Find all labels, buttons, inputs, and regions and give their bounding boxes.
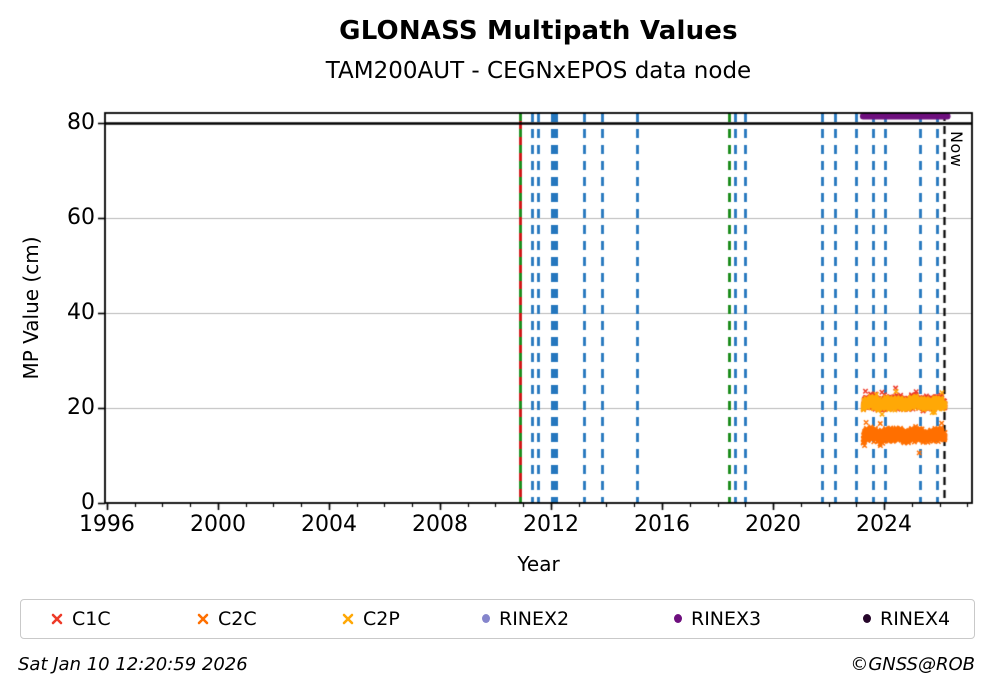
x-tick-label: 2012 [522, 512, 579, 537]
now-annotation-label: Now [947, 131, 966, 168]
legend-entry-rinex4: RINEX4 [863, 600, 950, 637]
x-marker-icon [342, 613, 354, 625]
x-tick-label: 2004 [300, 512, 357, 537]
dot-marker-icon [482, 614, 490, 623]
legend-label: C1C [72, 607, 111, 630]
x-tick-label: 1996 [78, 512, 135, 537]
y-tick-label: 0 [81, 490, 95, 515]
x-tick-label: 2024 [856, 512, 913, 537]
x-tick-label: 2000 [189, 512, 246, 537]
y-tick-label: 40 [67, 299, 95, 325]
x-tick-label: 2016 [634, 512, 690, 537]
x-marker-icon [51, 613, 63, 625]
legend: C1C C2C C2P RINEX2 RINEX3 RINEX4 [20, 599, 975, 639]
legend-entry-c2c: C2C [197, 600, 257, 637]
x-tick-label: 2008 [411, 512, 468, 537]
legend-label: RINEX3 [691, 607, 762, 630]
dot-marker-icon [674, 614, 682, 623]
legend-label: C2C [218, 607, 257, 630]
footer-timestamp: Sat Jan 10 12:20:59 2026 [18, 654, 248, 675]
x-tick-label: 2020 [745, 512, 801, 537]
y-tick-label: 20 [67, 394, 95, 420]
legend-label: RINEX2 [499, 607, 570, 630]
y-tick-label: 80 [67, 109, 95, 135]
legend-entry-c2p: C2P [342, 600, 400, 637]
legend-entry-c1c: C1C [51, 600, 111, 637]
legend-entry-rinex2: RINEX2 [482, 600, 569, 637]
legend-label: C2P [363, 607, 400, 630]
footer-copyright: ©GNSS@ROB [850, 654, 975, 675]
legend-label: RINEX4 [880, 607, 951, 630]
x-marker-icon [197, 613, 209, 625]
legend-entry-rinex3: RINEX3 [674, 600, 761, 637]
dot-marker-icon [863, 614, 871, 623]
y-tick-label: 60 [67, 204, 95, 230]
x-axis-label: Year [517, 552, 560, 576]
